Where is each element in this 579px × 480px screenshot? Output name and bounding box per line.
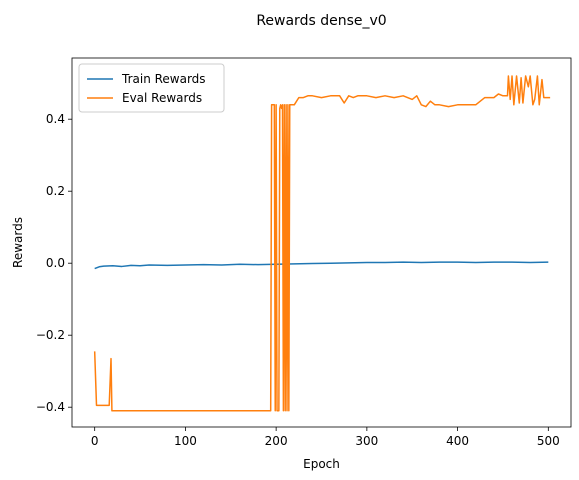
chart-title: Rewards dense_v0 bbox=[256, 13, 386, 29]
x-tick-label: 100 bbox=[174, 434, 197, 448]
series-line-eval-rewards bbox=[93, 75, 551, 412]
y-axis-label: Rewards bbox=[11, 217, 25, 268]
legend-entry-label: Eval Rewards bbox=[122, 91, 202, 105]
legend-entry-label: Train Rewards bbox=[121, 72, 206, 86]
legend-box bbox=[78, 63, 225, 113]
axes-frame bbox=[71, 57, 572, 428]
y-tick-label: −0.4 bbox=[36, 400, 65, 414]
y-tick-label: 0.2 bbox=[46, 184, 65, 198]
series-line-train-rewards bbox=[94, 261, 549, 270]
x-tick-label: 0 bbox=[91, 434, 99, 448]
y-tick-label: −0.2 bbox=[36, 328, 65, 342]
legend: Train Rewards Eval Rewards bbox=[78, 63, 225, 113]
x-axis-label: Epoch bbox=[303, 457, 340, 471]
y-tick-label: 0.4 bbox=[46, 112, 65, 126]
x-tick-label: 500 bbox=[537, 434, 560, 448]
y-tick-label: 0.0 bbox=[46, 256, 65, 270]
x-tick-label: 200 bbox=[265, 434, 288, 448]
x-tick-label: 400 bbox=[446, 434, 469, 448]
x-tick-label: 300 bbox=[355, 434, 378, 448]
plot-area bbox=[93, 75, 551, 412]
axis-ticks: 0 100 200 300 400 500 −0.4 −0.2 0.0 0.2 0.4 bbox=[36, 112, 560, 448]
